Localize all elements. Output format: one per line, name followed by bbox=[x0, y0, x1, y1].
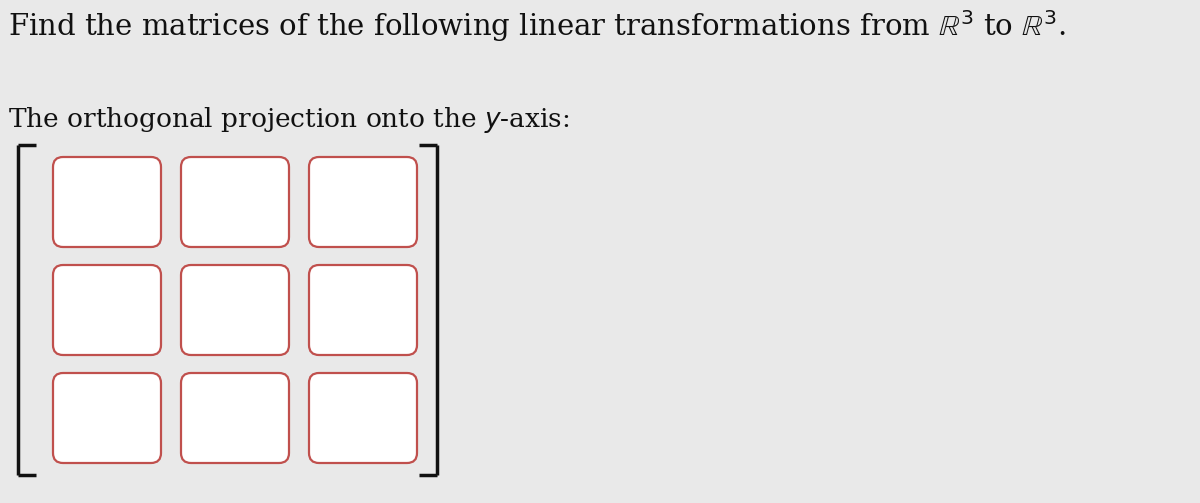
Text: The orthogonal projection onto the $y$-axis:: The orthogonal projection onto the $y$-a… bbox=[8, 105, 570, 135]
FancyBboxPatch shape bbox=[310, 265, 418, 355]
FancyBboxPatch shape bbox=[310, 157, 418, 247]
FancyBboxPatch shape bbox=[53, 265, 161, 355]
FancyBboxPatch shape bbox=[310, 373, 418, 463]
Text: Find the matrices of the following linear transformations from $\mathbb{R}^3$ to: Find the matrices of the following linea… bbox=[8, 8, 1066, 44]
FancyBboxPatch shape bbox=[181, 265, 289, 355]
FancyBboxPatch shape bbox=[53, 157, 161, 247]
FancyBboxPatch shape bbox=[181, 373, 289, 463]
FancyBboxPatch shape bbox=[53, 373, 161, 463]
FancyBboxPatch shape bbox=[181, 157, 289, 247]
